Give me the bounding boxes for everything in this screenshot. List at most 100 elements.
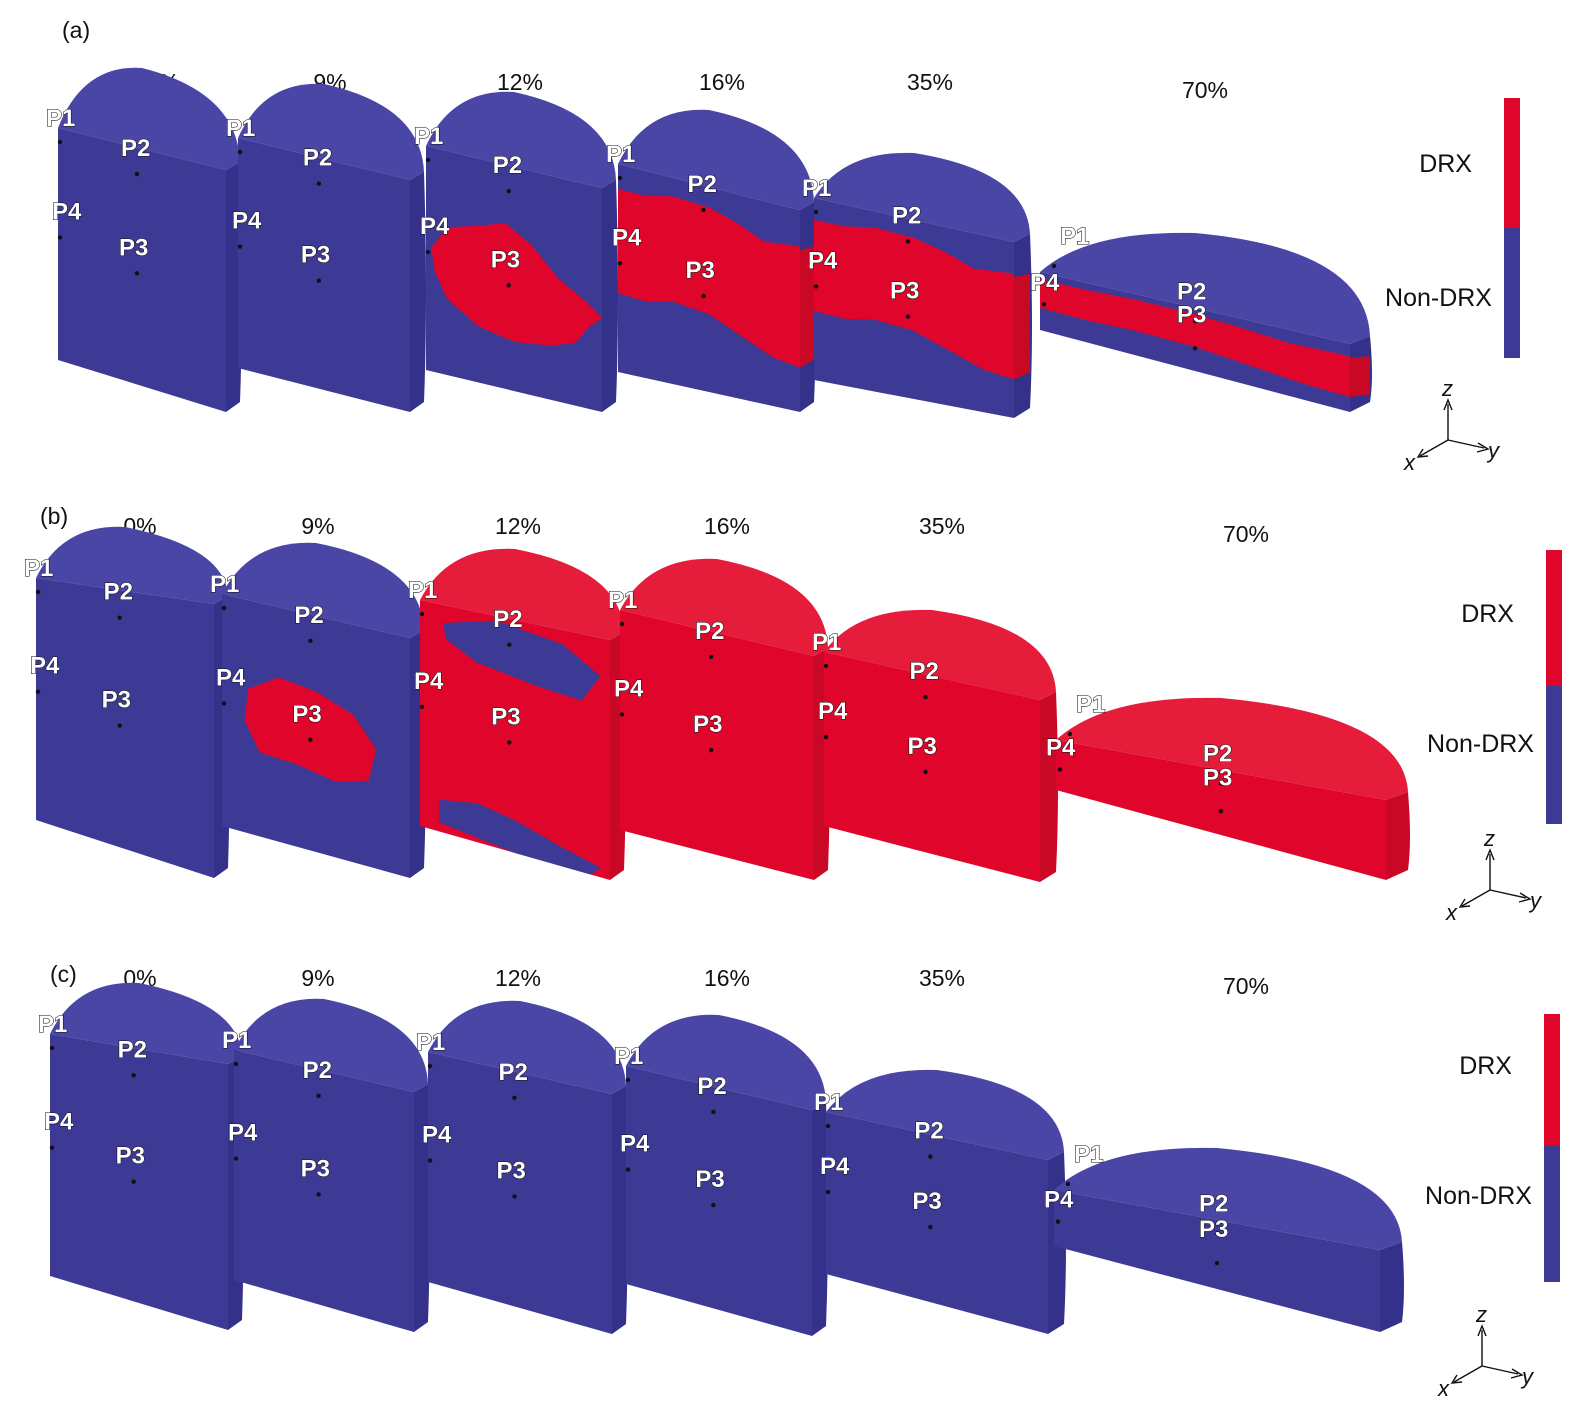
strain-label: 70% [1223,521,1269,547]
strain-label: 12% [497,69,543,95]
label-p4: P4 [414,668,444,695]
axis-y-label: y [1486,438,1501,463]
specimen-b-4 [823,609,1058,882]
point-marker-p2 [923,695,928,700]
specimen-side-face [414,1084,430,1332]
point-marker-p1 [625,1077,631,1083]
drx-region [1040,278,1350,398]
specimen-side-face [1386,792,1410,880]
specimen-c-3 [625,1014,828,1336]
specimen-front-face [50,1034,228,1330]
drx-region [618,188,800,368]
specimen-top-face [222,542,424,638]
specimen-a-0 [57,67,242,412]
drx-region-side [800,246,814,368]
label-p1: P1 [606,141,635,168]
specimen-a-1 [237,83,426,412]
specimen-top-face [426,91,616,188]
specimen-front-face [826,1112,1048,1334]
specimen-c-5 [1054,1147,1404,1332]
point-marker-p4 [1041,302,1047,307]
point-marker-p2 [134,171,140,177]
specimen-top-face [824,609,1056,700]
point-marker-p1 [221,605,227,611]
specimen-top-face [50,982,242,1064]
point-marker-p1 [49,1045,55,1051]
specimen-top-face [420,548,624,640]
specimen-front-face [36,578,214,878]
specimen-side-face [1380,1242,1404,1332]
point-marker-p4 [35,689,41,694]
point-marker-p4 [619,712,625,717]
label-p2: P2 [303,1057,332,1084]
label-p1: P1 [1060,223,1089,250]
point-marker-p1 [1051,263,1057,269]
point-marker-p1 [1065,1181,1071,1187]
label-p2: P2 [910,658,939,685]
label-p3: P3 [912,1188,941,1215]
axis-z-label: z [1441,376,1453,401]
label-p4: P4 [1046,735,1076,762]
specimen-a-3 [617,109,816,412]
point-marker-p3 [1214,1260,1220,1266]
point-marker-p2 [512,1095,517,1101]
label-p3: P3 [890,278,919,305]
legend-non-drx-label: Non-DRX [1425,1182,1532,1210]
strain-label: 16% [699,69,745,95]
point-marker-p3 [711,1202,716,1208]
specimen-side-face [612,1086,628,1334]
point-marker-p2 [117,615,122,620]
label-p3: P3 [496,1157,525,1184]
point-marker-p3 [512,1194,517,1199]
legend-non-drx-swatch [1504,228,1520,358]
point-marker-p2 [1192,319,1198,324]
point-marker-p3 [928,1224,933,1230]
point-marker-p1 [825,1123,831,1129]
specimen-front-face [620,610,814,880]
strain-label: 12% [495,965,541,991]
strain-label: 35% [919,965,965,991]
label-p4: P4 [422,1122,452,1149]
label-p4: P4 [820,1153,850,1180]
label-p3: P3 [292,701,321,728]
specimen-side-face [410,172,426,412]
axis-z-label: z [1483,826,1495,851]
label-p1: P1 [608,587,637,614]
label-p1: P1 [38,1011,67,1038]
panel-letter: (b) [40,503,68,529]
label-p4: P4 [620,1131,650,1158]
point-marker-p4 [1055,1219,1061,1224]
axis-triad [1450,1324,1524,1384]
specimen-side-face [812,1102,828,1336]
strain-label: 9% [301,513,334,539]
label-p4: P4 [612,224,642,251]
label-p1: P1 [614,1043,643,1070]
point-marker-p3 [506,283,511,288]
specimen-c-1 [233,998,430,1332]
point-marker-p2 [316,181,322,186]
point-marker-p2 [905,239,911,244]
label-p1: P1 [210,571,239,598]
specimen-c-4 [825,1069,1066,1334]
legend-non-drx-swatch [1546,686,1562,824]
label-p1: P1 [814,1089,843,1116]
specimen-front-face [238,138,410,412]
label-p3: P3 [1177,301,1206,328]
label-p1: P1 [1074,1141,1103,1168]
label-p3: P3 [491,246,520,273]
label-p3: P3 [301,242,330,269]
legend-non-drx-label: Non-DRX [1385,284,1492,312]
label-p3: P3 [695,1166,724,1193]
specimen-top-face [234,998,428,1092]
specimen-a-5 [1040,232,1372,412]
specimen-front-face [428,1052,612,1334]
label-p2: P2 [688,171,717,198]
point-marker-p2 [1214,1231,1220,1236]
label-p4: P4 [808,247,838,274]
label-p4: P4 [228,1120,258,1147]
label-p4: P4 [52,198,82,225]
point-marker-p4 [419,704,425,710]
drx-region-side [1350,356,1370,398]
point-marker-p4 [425,249,431,255]
